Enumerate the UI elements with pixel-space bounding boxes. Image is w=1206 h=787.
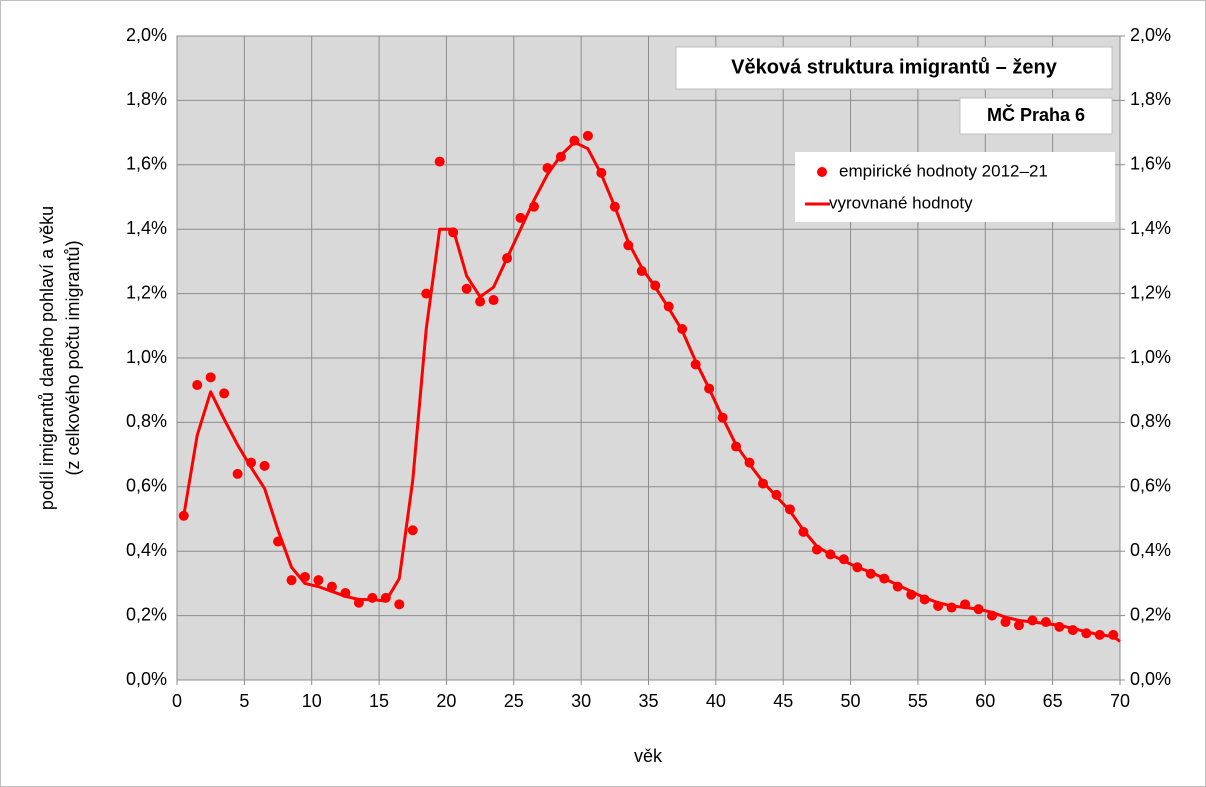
y2-tick-label: 1,2% bbox=[1130, 282, 1171, 302]
legend-marker bbox=[817, 167, 827, 177]
data-point bbox=[1000, 617, 1011, 628]
x-tick-label: 60 bbox=[975, 691, 995, 711]
x-tick-label: 25 bbox=[504, 691, 524, 711]
y2-tick-label: 1,6% bbox=[1130, 154, 1171, 174]
grid bbox=[176, 35, 1125, 685]
data-point bbox=[407, 525, 418, 536]
data-point bbox=[421, 288, 432, 299]
marks bbox=[178, 130, 1121, 643]
y2-tick-label: 0,8% bbox=[1130, 411, 1171, 431]
data-point bbox=[232, 468, 243, 479]
data-point bbox=[1013, 620, 1024, 631]
y-tick-label: 2,0% bbox=[126, 25, 167, 45]
y-tick-label: 0,8% bbox=[126, 411, 167, 431]
chart-title: Věková struktura imigrantů – ženy bbox=[731, 56, 1058, 78]
y2-tick-label: 2,0% bbox=[1130, 25, 1171, 45]
data-point bbox=[461, 283, 472, 294]
x-tick-label: 30 bbox=[571, 691, 591, 711]
data-point bbox=[259, 460, 270, 471]
y-tick-label: 1,0% bbox=[126, 347, 167, 367]
y-tick-label: 1,6% bbox=[126, 154, 167, 174]
x-axis-label: věk bbox=[634, 746, 663, 766]
x-tick-label: 35 bbox=[638, 691, 658, 711]
title-box bbox=[675, 46, 1113, 90]
legend-box bbox=[795, 152, 1115, 222]
x-tick-label: 55 bbox=[908, 691, 928, 711]
plot-border bbox=[176, 35, 1121, 681]
y-tick-label: 1,8% bbox=[126, 89, 167, 109]
x-tick-label: 0 bbox=[172, 691, 182, 711]
x-tick-label: 65 bbox=[1043, 691, 1063, 711]
legend-label: vyrovnané hodnoty bbox=[829, 193, 973, 212]
data-point bbox=[192, 380, 203, 391]
data-point bbox=[286, 575, 297, 586]
y-axis-label: podíl imigrantů daného pohlaví a věku bbox=[37, 206, 57, 510]
data-point bbox=[582, 130, 593, 141]
data-point bbox=[488, 295, 499, 306]
x-tick-label: 5 bbox=[239, 691, 249, 711]
data-point bbox=[394, 599, 405, 610]
x-tick-label: 45 bbox=[773, 691, 793, 711]
y2-tick-label: 0,0% bbox=[1130, 669, 1171, 689]
x-tick-label: 20 bbox=[436, 691, 456, 711]
legend-label: empirické hodnoty 2012–21 bbox=[839, 161, 1048, 180]
chart-subtitle: MČ Praha 6 bbox=[987, 104, 1085, 125]
x-tick-label: 40 bbox=[706, 691, 726, 711]
data-point bbox=[313, 575, 324, 586]
y-tick-label: 1,4% bbox=[126, 218, 167, 238]
y2-tick-label: 1,8% bbox=[1130, 89, 1171, 109]
y2-tick-label: 1,0% bbox=[1130, 347, 1171, 367]
y-axis-label: (z celkového počtu imigrantů) bbox=[63, 240, 83, 475]
x-tick-label: 50 bbox=[841, 691, 861, 711]
x-tick-label: 70 bbox=[1110, 691, 1130, 711]
y-tick-label: 0,0% bbox=[126, 669, 167, 689]
y2-tick-label: 0,6% bbox=[1130, 476, 1171, 496]
y-tick-label: 0,4% bbox=[126, 540, 167, 560]
y-tick-label: 0,6% bbox=[126, 476, 167, 496]
data-point bbox=[219, 388, 230, 399]
data-point bbox=[434, 156, 445, 167]
data-point bbox=[205, 372, 216, 383]
subtitle-box bbox=[959, 97, 1113, 135]
data-point bbox=[475, 296, 486, 307]
y2-tick-label: 0,2% bbox=[1130, 604, 1171, 624]
y-tick-label: 1,2% bbox=[126, 282, 167, 302]
y-tick-label: 0,2% bbox=[126, 604, 167, 624]
x-tick-label: 15 bbox=[369, 691, 389, 711]
y2-tick-label: 0,4% bbox=[1130, 540, 1171, 560]
data-line bbox=[182, 140, 1121, 643]
y2-tick-label: 1,4% bbox=[1130, 218, 1171, 238]
x-tick-label: 10 bbox=[302, 691, 322, 711]
